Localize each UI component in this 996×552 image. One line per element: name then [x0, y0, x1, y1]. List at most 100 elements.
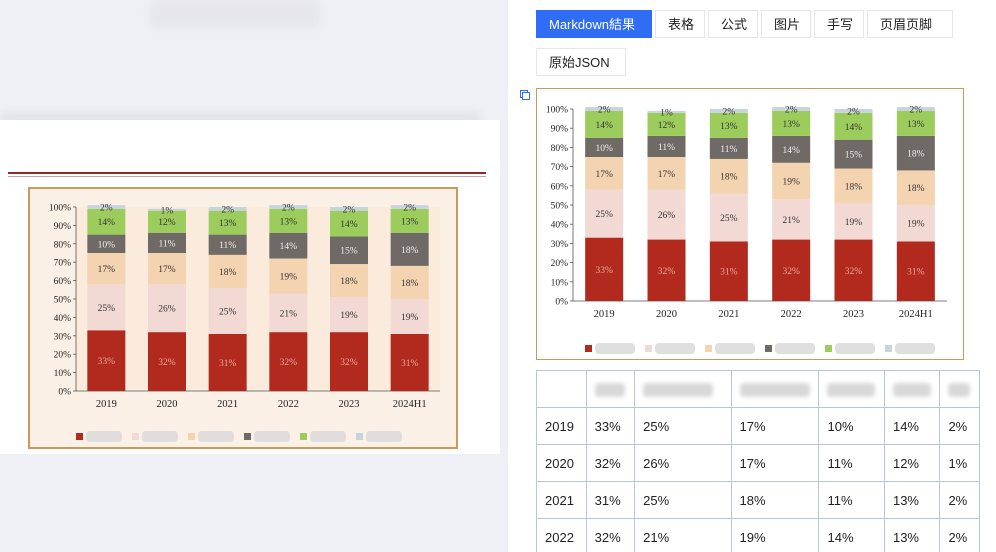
- bar-segment: [834, 112, 873, 140]
- tab-3[interactable]: 图片: [761, 10, 811, 38]
- data-label: 10%: [98, 240, 116, 250]
- table-header-cell: [939, 370, 980, 408]
- data-label: 18%: [907, 150, 925, 160]
- bar-segment: [87, 253, 126, 285]
- legend-swatch: [645, 345, 652, 352]
- bar-segment: [148, 284, 186, 333]
- table-row: 2020 32% 26% 17% 11% 12% 1%: [536, 444, 980, 482]
- table-cell: 2020: [536, 444, 587, 482]
- table-cell: 10%: [818, 407, 885, 445]
- legend-swatch: [300, 433, 307, 440]
- tab-4[interactable]: 手写: [814, 10, 864, 38]
- data-label: 31%: [219, 359, 237, 369]
- data-label: 18%: [720, 173, 738, 183]
- data-label: 25%: [219, 307, 237, 317]
- bar-segment: [585, 107, 624, 111]
- table-cell: 32%: [585, 444, 636, 482]
- data-label: 19%: [782, 178, 800, 188]
- result-chart-image: 0% 10% 20% 30% 40% 50% 60% 70% 80% 90% 100% 33% 25% 1…: [536, 88, 964, 360]
- legend-label-redacted: [655, 343, 695, 354]
- data-label: 14%: [340, 220, 358, 230]
- data-label: 13%: [401, 217, 419, 227]
- y-tick-label: 60%: [54, 277, 72, 287]
- table-cell: 14%: [883, 407, 941, 445]
- legend-label-redacted: [775, 343, 815, 354]
- bar-segment: [269, 232, 308, 259]
- bar-segment: [834, 168, 873, 204]
- x-tick-label: 2024H1: [393, 399, 427, 410]
- bar-segment: [208, 234, 247, 255]
- bar-segment: [148, 253, 186, 285]
- data-label: 1%: [161, 206, 174, 216]
- legend-label-redacted: [142, 431, 178, 442]
- bar-segment: [647, 157, 686, 190]
- bar-segment: [390, 265, 429, 299]
- table-cell: 26%: [634, 444, 732, 482]
- data-label: 10%: [595, 144, 613, 154]
- data-label: 17%: [658, 170, 676, 180]
- bar-segment: [269, 258, 308, 294]
- bar-segment: [390, 333, 429, 391]
- data-label: 32%: [158, 358, 176, 368]
- data-label: 31%: [401, 359, 419, 369]
- document-preview-pane: 0% 10% 20% 30% 40% 50% 60% 70% 80% 90% 100% 33% 25% 1…: [0, 112, 500, 454]
- bar-segment: [896, 135, 935, 171]
- y-tick-label: 50%: [551, 202, 569, 212]
- bar-segment: [208, 254, 247, 288]
- y-tick-label: 50%: [54, 296, 72, 306]
- tab-0[interactable]: Markdown結果: [536, 10, 652, 38]
- data-label: 2%: [722, 107, 735, 117]
- bar-segment: [647, 110, 686, 113]
- table-header-cell: [883, 370, 941, 408]
- data-label: 18%: [907, 184, 925, 194]
- table-cell: 17%: [730, 407, 820, 445]
- bar-segment: [834, 139, 873, 169]
- x-tick-label: 2019: [96, 399, 117, 410]
- bar-segment: [709, 158, 748, 194]
- table-header-cell: [536, 370, 587, 408]
- y-tick-label: 80%: [54, 240, 72, 250]
- data-label: 11%: [158, 239, 175, 249]
- legend-label-redacted: [198, 431, 234, 442]
- bar-segment: [148, 210, 186, 233]
- tab-1[interactable]: 表格: [655, 10, 705, 38]
- table-row: 2022 32% 21% 19% 14% 13% 2%: [536, 518, 980, 552]
- bar-segment: [834, 109, 873, 113]
- data-label: 31%: [907, 268, 925, 278]
- legend-swatch: [705, 345, 712, 352]
- data-label: 19%: [845, 218, 863, 228]
- data-label: 32%: [340, 358, 358, 368]
- bar-segment: [772, 110, 811, 136]
- data-label: 2%: [221, 205, 234, 215]
- legend-swatch: [132, 433, 139, 440]
- tab-2[interactable]: 公式: [708, 10, 758, 38]
- bar-segment: [709, 241, 748, 301]
- copy-icon[interactable]: [520, 90, 530, 100]
- legend-label-redacted: [715, 343, 755, 354]
- data-label: 14%: [280, 242, 298, 252]
- plot-background: [76, 207, 440, 391]
- legend-label-redacted: [895, 343, 935, 354]
- tab-6[interactable]: 原始JSON: [536, 48, 626, 76]
- y-tick-label: 60%: [551, 182, 569, 192]
- y-tick-label: 10%: [551, 278, 569, 288]
- divider: [8, 176, 486, 177]
- data-label: 18%: [845, 182, 863, 192]
- x-tick-label: 2019: [594, 309, 615, 320]
- table-cell: 25%: [634, 481, 732, 519]
- data-label: 13%: [720, 122, 738, 132]
- table-header-cell: [585, 370, 636, 408]
- x-tick-label: 2021: [217, 399, 238, 410]
- result-pane: Markdown結果 表格 公式 图片 手写 页眉页脚 原始JSON 0% 10% 20% 30%…: [508, 0, 996, 552]
- bar-segment: [585, 157, 624, 190]
- legend-swatch: [585, 345, 592, 352]
- legend-swatch: [188, 433, 195, 440]
- bar-segment: [585, 237, 624, 301]
- data-label: 26%: [158, 305, 176, 315]
- bar-segment: [772, 162, 811, 200]
- tab-5[interactable]: 页眉页脚: [867, 10, 953, 38]
- table-cell: 12%: [883, 444, 941, 482]
- y-tick-label: 90%: [54, 222, 72, 232]
- data-label: 13%: [907, 120, 925, 130]
- bar-segment: [269, 293, 308, 333]
